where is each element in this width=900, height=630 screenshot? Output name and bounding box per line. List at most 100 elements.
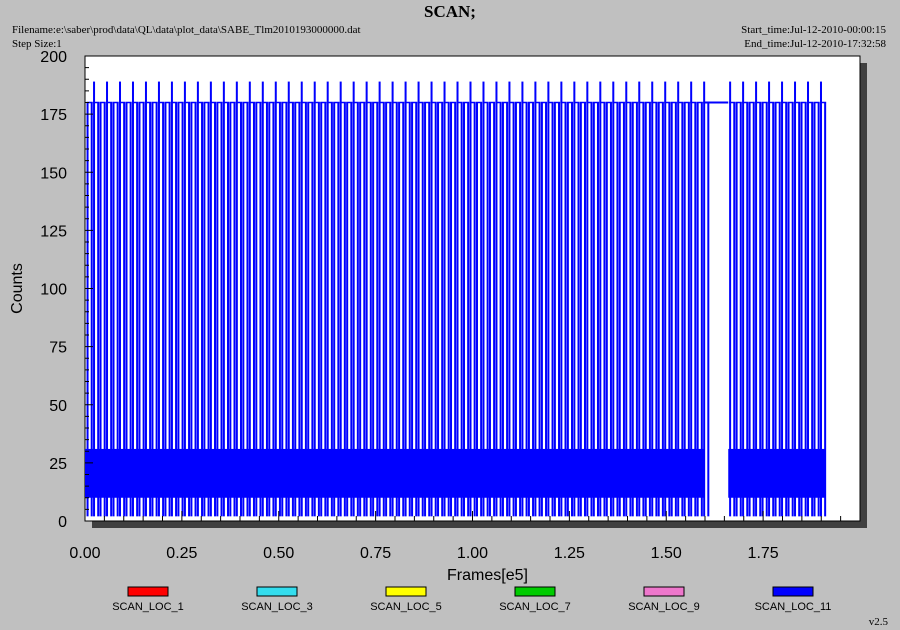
step-size-text: Step Size:1 [12,38,62,50]
data-spike [214,102,217,517]
data-spike [527,102,530,517]
data-spike [547,81,550,517]
legend-label: SCAN_LOC_1 [112,601,184,613]
data-spike [460,102,463,517]
data-spike [209,81,212,517]
data-spike [804,102,807,517]
data-spike [437,102,440,517]
data-spike [768,81,771,517]
data-spike [304,102,307,517]
data-spike [99,102,102,517]
x-tick-label: 0.75 [360,545,391,562]
data-spike [742,81,745,517]
data-spike [352,81,355,517]
data-spike [579,102,582,517]
data-spike [372,102,375,517]
data-spike [97,102,100,517]
data-spike [573,81,576,517]
data-spike [188,102,191,517]
data-spike [700,102,703,517]
data-spike [616,102,619,517]
x-tick-label: 0.50 [263,545,294,562]
data-spike [168,102,171,517]
data-spike [201,102,204,517]
data-spike [765,102,768,517]
data-spike [592,102,595,517]
data-spike [417,81,420,517]
data-spike [162,102,165,517]
data-spike [359,102,362,517]
data-spike [819,81,822,517]
data-spike [235,81,238,517]
legend: SCAN_LOC_1 SCAN_LOC_3 SCAN_LOC_5 SCAN_LOC_7… [112,586,831,613]
version-text: v2.5 [868,616,888,628]
data-spike [644,102,647,517]
data-spike [807,81,810,517]
data-spike [622,102,625,517]
data-spike [408,102,411,517]
data-spike [346,102,349,517]
data-spike [599,81,602,517]
x-tick-label: 1.00 [457,545,488,562]
data-spike [703,81,706,517]
legend-label: SCAN_LOC_5 [370,601,442,613]
data-spike [781,81,784,517]
data-spike [285,102,288,517]
data-spike [259,102,262,517]
data-spike [233,102,236,517]
data-spike [677,81,680,517]
data-spike [729,81,732,517]
data-spike [482,81,485,517]
data-spike [222,81,225,517]
data-spike [339,81,342,517]
data-spike [441,102,444,517]
data-spike [586,81,589,517]
axis-layer: 0 25 50 75 100 125 150 175 200 0.00 0.25 0.50 0.75 1.… [40,49,842,562]
data-spike [553,102,556,517]
data-spike [265,102,268,517]
data-spike [103,102,106,517]
data-spike [463,102,466,517]
data-spike [469,81,472,517]
data-spike [761,102,764,517]
file-info: Filename:e:\saber\prod\data\QL\data\plot… [12,23,361,51]
data-spike [668,102,671,517]
data-spike [748,102,751,517]
data-spike [661,102,664,517]
x-tick-label: 1.75 [748,545,779,562]
data-spike [196,81,199,517]
data-spike [90,102,93,517]
data-spike [488,102,491,517]
data-spike [434,102,437,517]
data-spike [369,102,372,517]
y-tick-label: 50 [49,398,67,415]
data-spike [129,102,132,517]
data-spike [274,81,277,517]
data-spike [798,102,801,517]
data-spike [136,102,139,517]
data-spike [558,102,561,517]
data-spike [170,81,173,517]
data-spike [629,102,632,517]
data-spike [365,81,368,517]
x-tick-label: 1.25 [554,545,585,562]
data-spike [800,102,803,517]
data-spike [612,81,615,517]
data-spike [313,81,316,517]
data-spike [813,102,816,517]
data-spike [794,81,797,517]
data-spike [642,102,645,517]
data-spike [480,102,483,517]
data-spike [651,81,654,517]
data-spike [272,102,275,517]
data-spike [456,81,459,517]
legend-label: SCAN_LOC_7 [499,601,571,613]
data-spike [144,81,147,517]
data-spike [506,102,509,517]
data-spike [450,102,453,517]
y-tick-label: 200 [40,49,67,66]
data-spike [378,81,381,517]
data-spike [467,102,470,517]
data-spike [493,102,496,517]
data-spike [190,102,193,517]
